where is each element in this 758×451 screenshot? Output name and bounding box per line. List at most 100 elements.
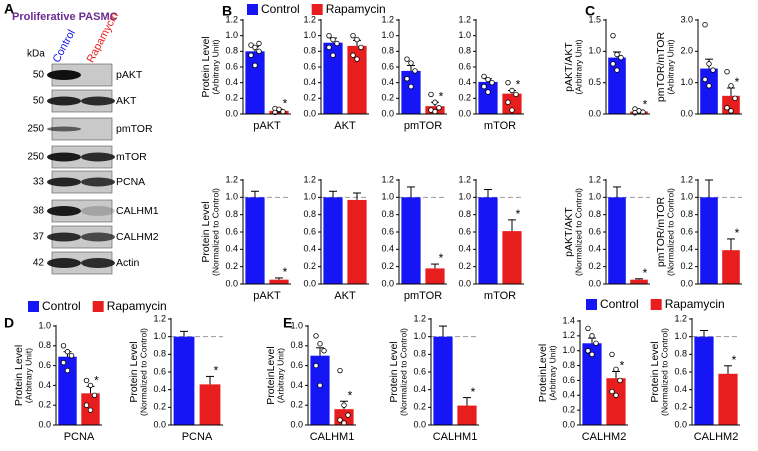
data-point — [710, 67, 716, 73]
data-point — [609, 388, 615, 395]
data-point — [68, 353, 75, 359]
data-point — [702, 76, 708, 83]
error-bar — [508, 219, 516, 232]
data-point — [330, 52, 336, 58]
y-tick-label: 0.0 — [588, 108, 601, 118]
y-tick-label: 0.6 — [674, 366, 687, 376]
y-axis-title: pAKT/AKT — [563, 42, 575, 92]
data-point — [252, 44, 258, 51]
y-tick-label: 0.2 — [458, 93, 471, 103]
lane-label: Control — [51, 28, 78, 65]
error-bar — [251, 190, 259, 198]
bar — [199, 384, 221, 425]
error-bar — [329, 190, 337, 198]
blot-protein: pAKT — [116, 69, 143, 81]
x-tick-label: PCNA — [182, 431, 213, 443]
y-tick-label: 0.2 — [153, 402, 166, 412]
legend-label: Rapamycin — [665, 297, 725, 311]
error-bar — [705, 179, 713, 198]
bar — [323, 197, 343, 284]
error-bar — [727, 238, 735, 251]
data-point — [585, 325, 591, 332]
data-point — [354, 56, 360, 62]
y-tick-label: 0.8 — [680, 209, 693, 219]
y-tick-label: 0.4 — [674, 384, 687, 394]
bar — [608, 57, 626, 114]
y-tick-label: 0.4 — [680, 244, 693, 254]
blot-band — [81, 232, 115, 242]
y-tick-label: 0.4 — [413, 384, 426, 394]
significance-mark: * — [620, 359, 625, 373]
y-tick-label: 0.6 — [562, 375, 575, 385]
data-point — [509, 107, 515, 113]
data-point — [702, 22, 708, 28]
y-tick-label: 0.4 — [225, 77, 238, 87]
data-point — [83, 402, 90, 408]
y-tick-label: 1.0 — [381, 192, 394, 202]
y-tick-label: 0.8 — [562, 360, 575, 370]
y-tick-label: 1.0 — [588, 46, 601, 56]
y-tick-label: 1.2 — [381, 174, 394, 184]
significance-mark: * — [735, 75, 740, 89]
y-axis-subtitle: (Arbitrary Unit) — [210, 39, 220, 94]
legend-swatch — [650, 299, 662, 310]
blot-kda: 250 — [27, 124, 44, 135]
bar — [478, 81, 498, 114]
y-tick-label: 2.0 — [680, 46, 693, 56]
y-tick-label: 0.6 — [225, 226, 238, 236]
significance-mark: * — [214, 364, 219, 378]
blot-protein: mTOR — [116, 151, 147, 163]
error-bar — [316, 347, 324, 356]
data-point — [706, 83, 712, 89]
y-tick-label: 0.6 — [458, 61, 471, 71]
data-point — [341, 402, 347, 408]
bar — [606, 378, 626, 425]
y-tick-label: 0.0 — [413, 419, 426, 429]
y-tick-label: 1.0 — [588, 192, 601, 202]
bar — [173, 336, 195, 425]
y-tick-label: 0.2 — [225, 93, 238, 103]
x-tick-label: AKT — [334, 120, 356, 132]
legend-label: Rapamycin — [326, 2, 386, 16]
data-point — [83, 377, 90, 384]
data-point — [728, 83, 734, 89]
data-point — [593, 340, 599, 346]
bar — [425, 268, 445, 284]
bar — [323, 42, 343, 114]
data-point — [412, 68, 418, 74]
data-point — [617, 377, 623, 384]
data-point — [321, 348, 327, 354]
significance-mark: * — [439, 89, 444, 103]
y-tick-label: 3.0 — [680, 14, 693, 24]
x-tick-label: CALHM1 — [433, 431, 478, 443]
bar — [457, 405, 477, 425]
data-point — [614, 51, 620, 58]
y-tick-label: 0.4 — [225, 244, 238, 254]
data-point — [87, 407, 94, 413]
y-tick-label: 1.0 — [680, 77, 693, 87]
data-point — [505, 79, 511, 86]
y-tick-label: 1.0 — [381, 30, 394, 40]
x-tick-label: PCNA — [64, 431, 95, 443]
y-axis-title: Protein Level — [200, 36, 212, 97]
y-axis-subtitle: (Arbitrary Unit) — [547, 345, 557, 400]
y-tick-label: 1.0 — [225, 192, 238, 202]
data-point — [248, 42, 254, 48]
blot-protein: CALHM1 — [116, 205, 159, 217]
data-point — [87, 382, 94, 389]
y-axis-subtitle: (Arbitrary Unit) — [665, 39, 675, 94]
x-tick-label: CALHM2 — [694, 431, 739, 443]
y-tick-label: 1.2 — [674, 313, 687, 323]
y-tick-label: 0.2 — [413, 402, 426, 412]
data-point — [256, 40, 262, 47]
y-tick-label: 0.0 — [458, 278, 471, 288]
y-tick-label: 0.6 — [381, 61, 394, 71]
y-tick-label: 0.8 — [588, 209, 601, 219]
data-point — [60, 359, 67, 366]
data-point — [404, 56, 410, 62]
y-axis-subtitle: (Normalized to Control) — [659, 328, 669, 416]
y-tick-label: 0.2 — [458, 261, 471, 271]
y-tick-label: 0.8 — [153, 349, 166, 359]
bar — [58, 356, 77, 425]
y-tick-label: 1.2 — [153, 313, 166, 323]
